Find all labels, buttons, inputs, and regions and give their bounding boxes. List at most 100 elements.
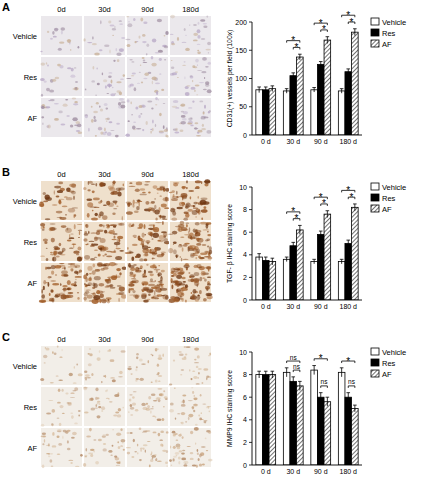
micrograph-texture: [205, 267, 211, 269]
micrograph-texture: [58, 111, 62, 114]
micrograph-texture: [202, 244, 207, 246]
micrograph-texture: [49, 293, 51, 296]
legend-label: Res: [382, 359, 396, 368]
micrograph-texture: [113, 181, 116, 184]
micrograph-texture: [163, 390, 165, 392]
micrograph-texture: [150, 278, 153, 281]
micrograph-texture: [112, 429, 114, 430]
micrograph-texture: [184, 61, 186, 63]
micrograph-bg: [84, 263, 126, 303]
micrograph-texture: [179, 353, 184, 356]
error-bar: [271, 371, 275, 378]
micrograph-texture: [62, 413, 65, 414]
bar: [338, 91, 345, 135]
micrograph-texture: [52, 31, 54, 35]
micrograph-texture: [77, 292, 79, 294]
micrograph-texture: [158, 265, 160, 266]
micrograph-texture: [87, 377, 91, 379]
micrograph-texture: [71, 283, 77, 286]
micrograph-texture: [154, 269, 161, 271]
micrograph-texture: [149, 202, 154, 204]
micrograph-texture: [91, 106, 93, 108]
micrograph-texture: [145, 450, 146, 453]
micrograph-texture: [58, 251, 63, 255]
micrograph-texture: [175, 254, 179, 257]
micrograph-texture: [184, 211, 189, 214]
micrograph-texture: [136, 128, 141, 129]
micrograph-texture: [53, 36, 57, 38]
micrograph-texture: [92, 243, 93, 245]
micrograph-texture: [85, 374, 90, 377]
error-line: [354, 204, 355, 211]
micrograph-texture: [111, 239, 116, 240]
micrograph-texture: [201, 198, 208, 201]
micrograph-texture: [55, 274, 57, 276]
bar: [269, 262, 276, 300]
micrograph-texture: [208, 269, 209, 271]
micrograph-texture: [149, 281, 155, 282]
micrograph-texture: [195, 222, 200, 225]
micrograph-texture: [201, 128, 206, 130]
micrograph-texture: [164, 207, 169, 209]
micrograph-texture: [43, 355, 47, 359]
micrograph: [168, 263, 212, 303]
micrograph-texture: [182, 42, 187, 43]
micrograph-texture: [58, 380, 63, 381]
error-bar: [346, 393, 350, 402]
micrograph-texture: [74, 101, 78, 103]
micrograph-texture: [122, 442, 123, 443]
micrograph-texture: [163, 125, 165, 129]
x-tick-label: 90 d: [314, 468, 328, 475]
micrograph-texture: [67, 402, 69, 403]
micrograph-texture: [119, 238, 120, 242]
legend-swatch: [371, 18, 379, 25]
micrograph: [84, 98, 126, 138]
micrograph-texture: [50, 227, 57, 230]
micrograph-texture: [188, 416, 190, 420]
micrograph-texture: [164, 59, 166, 61]
micrograph-texture: [196, 366, 199, 368]
micrograph-texture: [178, 434, 181, 437]
micrograph-texture: [52, 79, 56, 82]
micrograph-texture: [204, 77, 205, 79]
micrograph-texture: [199, 290, 202, 294]
micrograph-texture: [133, 391, 137, 392]
micrograph-texture: [171, 275, 174, 277]
micrograph-texture: [116, 187, 122, 191]
micrograph-texture: [94, 52, 100, 55]
micrograph-texture: [106, 251, 112, 252]
micrograph-texture: [90, 398, 93, 401]
micrograph-texture: [171, 218, 177, 221]
micrograph-texture: [87, 213, 90, 218]
micrograph-texture: [109, 187, 115, 191]
x-tick-label: 30 d: [286, 468, 300, 475]
micrograph-texture: [52, 204, 58, 205]
micrograph-texture: [63, 274, 68, 277]
error-bar: [353, 204, 357, 211]
micrograph-texture: [57, 453, 61, 455]
micrograph-texture: [188, 121, 193, 125]
micrograph-texture: [142, 283, 144, 286]
micrograph-texture: [51, 238, 55, 243]
error-cap: [346, 68, 350, 69]
micrograph-texture: [83, 275, 87, 280]
micrograph-texture: [198, 458, 200, 461]
bar: [297, 386, 304, 465]
bars: [256, 366, 358, 465]
micrograph-texture: [139, 72, 141, 73]
micrograph-texture: [94, 249, 98, 251]
micrograph: [170, 57, 212, 97]
micrograph-texture: [189, 25, 190, 26]
micrograph-texture: [75, 466, 79, 467]
micrograph: [83, 181, 125, 221]
error-line: [314, 259, 315, 264]
micrograph-texture: [88, 231, 89, 234]
micrograph-texture: [60, 405, 64, 408]
micrograph: [83, 222, 125, 262]
micrograph-texture: [186, 180, 188, 183]
error-line: [341, 368, 342, 377]
significance-bracket: [348, 386, 355, 388]
micrograph-bg: [84, 181, 126, 221]
micrograph-texture: [96, 269, 101, 270]
error-cap: [340, 367, 344, 368]
